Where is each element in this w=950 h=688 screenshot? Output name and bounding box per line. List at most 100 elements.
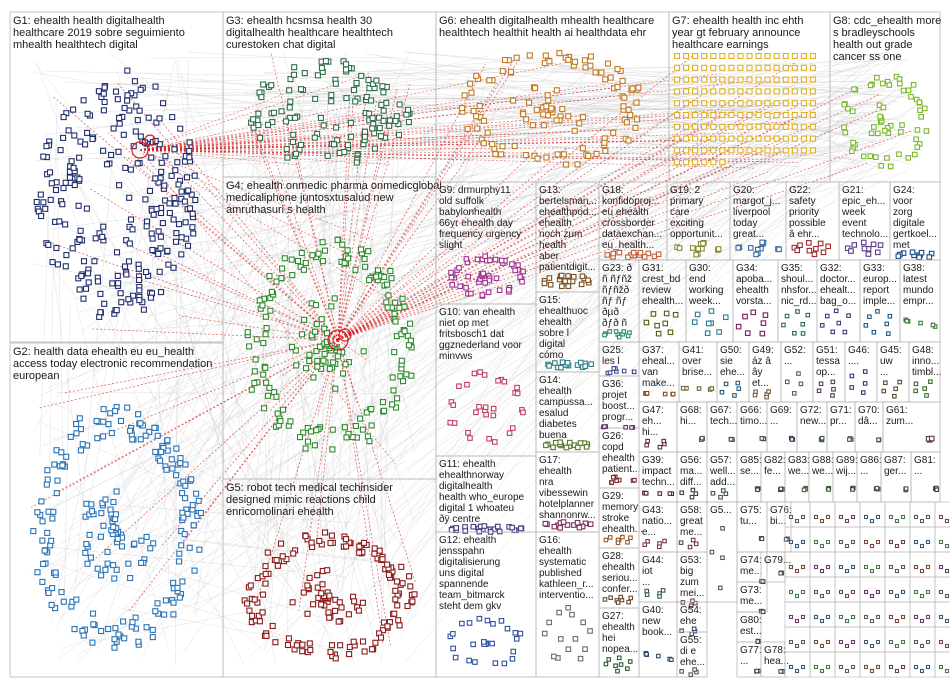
node: [620, 103, 627, 110]
node: [587, 62, 594, 69]
node: [800, 123, 807, 130]
node: [542, 52, 549, 59]
node: [598, 69, 605, 76]
node: [869, 568, 875, 574]
edge: [44, 73, 545, 135]
node: [172, 167, 179, 174]
edge: [32, 60, 318, 417]
node: [182, 461, 189, 468]
node: [356, 543, 363, 550]
node: [256, 134, 264, 141]
edge: [119, 125, 762, 587]
edge: [307, 93, 880, 133]
node: [300, 429, 307, 436]
node: [710, 111, 717, 119]
node: [587, 628, 593, 634]
group-label: G46:....: [848, 345, 870, 367]
node: [532, 85, 539, 92]
node: [696, 386, 702, 391]
node: [376, 547, 383, 554]
node: [172, 238, 180, 245]
node: [84, 560, 91, 567]
edge: [78, 295, 334, 550]
group-g50: G50: sie ehe...: [716, 341, 750, 403]
node: [850, 564, 856, 570]
node: [459, 105, 466, 112]
node: [809, 135, 816, 142]
node: [83, 500, 90, 507]
edge-red: [116, 81, 339, 341]
node: [683, 64, 690, 71]
node: [746, 64, 753, 71]
node: [900, 539, 906, 545]
node: [918, 114, 924, 120]
node: [888, 514, 894, 520]
node: [361, 133, 368, 140]
node: [273, 393, 280, 400]
node: [379, 399, 387, 406]
node: [80, 295, 87, 302]
node: [747, 245, 754, 251]
node: [157, 233, 164, 240]
node: [632, 124, 639, 131]
node: [329, 446, 336, 453]
node: [396, 101, 403, 108]
edge-red: [122, 242, 339, 341]
group-g87: G87: ger...: [880, 451, 912, 503]
edge-red: [139, 132, 747, 151]
node: [477, 369, 483, 375]
node: [480, 270, 486, 277]
node: [62, 179, 69, 186]
edge-red: [112, 270, 339, 341]
group-g69: G69:...: [766, 401, 798, 453]
node: [34, 509, 41, 516]
node: [800, 100, 807, 107]
node: [83, 540, 90, 548]
node: [170, 579, 177, 586]
node: [252, 356, 259, 363]
node: [298, 331, 306, 338]
node: [101, 300, 108, 307]
edge: [89, 141, 327, 552]
edge: [125, 77, 761, 113]
node: [76, 286, 83, 293]
node: [701, 88, 708, 95]
node: [710, 76, 717, 83]
node: [350, 86, 358, 94]
group-label: G14: ehealth campussa... esalud diabetes buen…: [539, 375, 593, 441]
node: [100, 147, 107, 154]
node: [152, 137, 159, 144]
node: [512, 267, 518, 274]
node: [800, 639, 806, 645]
group-label: G43: natio... e...: [642, 505, 672, 538]
group-g38: G38: latest mundo empr...: [899, 259, 941, 343]
node: [380, 619, 388, 626]
node: [101, 98, 108, 106]
edge: [404, 71, 909, 663]
node: [88, 508, 96, 515]
node: [89, 135, 96, 143]
node: [737, 111, 744, 119]
edge: [105, 157, 337, 654]
node: [398, 357, 405, 364]
minor-cluster: [834, 551, 861, 578]
node: [66, 174, 73, 181]
group-label: G39: impact techn...: [642, 455, 675, 488]
node: [755, 639, 761, 644]
node: [157, 289, 165, 296]
node: [142, 196, 149, 203]
node: [136, 287, 143, 294]
edge-red: [139, 121, 792, 151]
group-label: G79...: [764, 555, 791, 566]
edge-red: [139, 136, 510, 151]
node: [693, 541, 699, 547]
group-label: G26: copd ehealth patient...: [602, 431, 640, 475]
node: [582, 363, 589, 369]
node: [332, 385, 339, 392]
node: [462, 528, 469, 534]
node: [610, 250, 617, 257]
node: [251, 368, 258, 375]
node: [755, 76, 762, 83]
minor-cluster: [934, 601, 950, 628]
edge: [66, 66, 564, 393]
